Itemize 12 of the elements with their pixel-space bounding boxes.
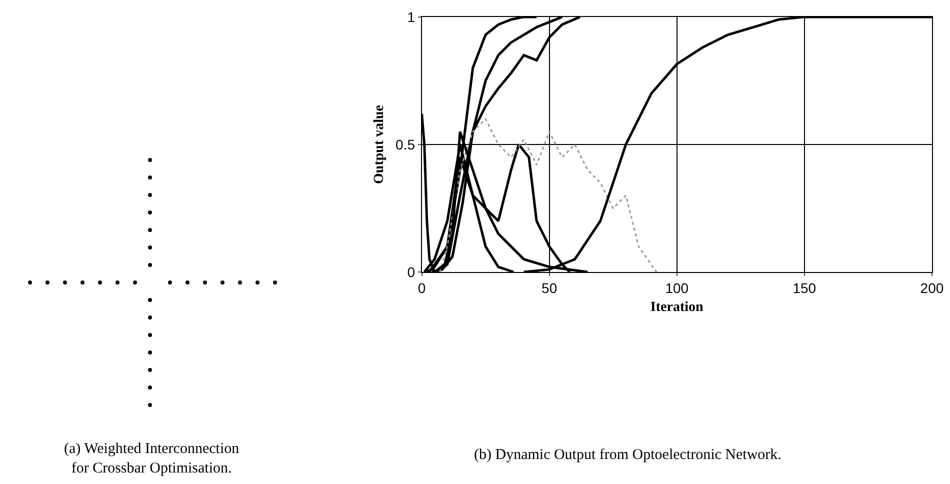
y-axis-title: Output value xyxy=(372,104,388,184)
y-tick-label: 1 xyxy=(407,8,416,25)
x-tick-label: 100 xyxy=(665,280,689,296)
x-tick-label: 200 xyxy=(920,280,944,296)
y-tick-label: 0 xyxy=(407,264,416,280)
y-tick-label: 0.5 xyxy=(396,136,416,152)
x-axis-title: Iteration xyxy=(650,300,704,316)
x-tick-label: 150 xyxy=(792,280,816,296)
x-tick-label: 50 xyxy=(542,280,558,296)
x-tick-label: 0 xyxy=(418,280,426,296)
text: (a) Weighted Interconnection for Crossbar Optimisation. xyxy=(64,441,240,476)
text: (b) Dynamic Output from Optoelectronic Network. xyxy=(474,447,782,463)
